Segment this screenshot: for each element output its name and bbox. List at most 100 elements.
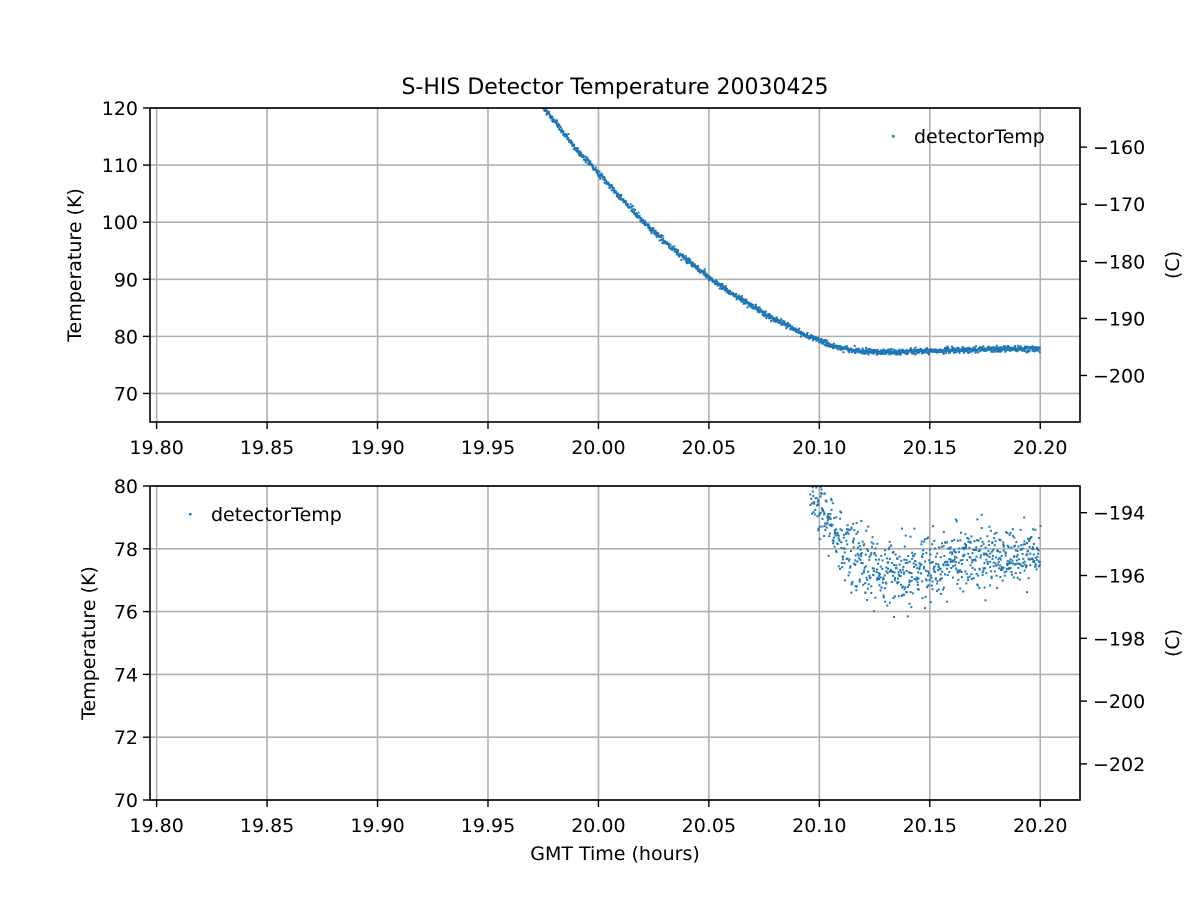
data-point [951,559,954,562]
data-point [966,536,969,539]
y-tick-label: 70 [114,790,138,812]
data-point [1010,570,1013,573]
data-point [858,348,861,351]
data-point [903,593,906,596]
data-point [938,568,941,571]
x-tick-label: 19.80 [129,437,183,459]
data-point [779,320,782,323]
data-point [799,335,802,338]
data-point [834,531,837,534]
data-point [1030,347,1033,350]
data-point [954,564,957,567]
data-point [989,347,992,350]
data-point [894,577,897,580]
data-point [825,523,828,526]
data-point [832,540,835,543]
data-point [910,349,913,352]
data-point [931,588,934,591]
data-point [816,500,819,503]
data-point [998,538,1001,541]
data-point [955,351,958,354]
data-point [650,231,653,234]
data-point [832,347,835,350]
data-point [1010,546,1013,549]
data-point [781,323,784,326]
data-point [874,547,877,550]
data-point [990,350,993,353]
data-point [814,508,817,511]
data-point [904,352,907,355]
data-point [1008,533,1011,536]
data-point [914,353,917,356]
data-point [943,561,946,564]
legend-marker [189,513,192,516]
data-point [739,296,742,299]
data-point [733,294,736,297]
data-point [604,179,607,182]
data-point [981,571,984,574]
data-point [981,573,984,576]
data-point [1022,561,1025,564]
data-point [871,545,874,548]
data-point [1004,350,1007,353]
data-point [878,352,881,355]
data-point [959,559,962,562]
data-point [830,508,833,511]
data-point [553,119,556,122]
data-point [926,351,929,354]
data-point [904,349,907,352]
data-point [880,353,883,356]
data-point [548,111,551,114]
data-point [745,298,748,301]
data-point [676,252,679,255]
data-point [569,139,572,142]
data-point [885,566,888,569]
data-point [909,571,912,574]
data-point [653,233,656,236]
bottom-plot: 19.80 19.85 19.90 19.95 20.00 20.05 20.10 20.15… [78,476,1184,865]
data-point [985,553,988,556]
data-point [715,279,718,282]
data-point [939,556,942,559]
data-point [770,314,773,317]
data-point [882,596,885,599]
data-point [900,583,903,586]
data-point [864,591,867,594]
data-point [918,565,921,568]
data-point [951,551,954,554]
data-point [962,546,965,549]
data-point [589,160,592,163]
series-points [809,485,1042,619]
data-point [908,602,911,605]
y-tick-label: 70 [114,383,138,405]
data-point [933,547,936,550]
data-point [926,537,929,540]
data-point [953,555,956,558]
data-point [950,345,953,348]
data-point [603,176,606,179]
data-point [913,350,916,353]
data-point [999,539,1002,542]
data-point [839,517,842,520]
data-point [895,564,898,567]
data-point [786,326,789,329]
data-point [1012,562,1015,565]
data-point [839,345,842,348]
data-point [658,239,661,242]
data-point [856,560,859,563]
data-point [993,537,996,540]
data-point [839,347,842,350]
data-point [970,573,973,576]
data-point [767,315,770,318]
data-point [1034,563,1037,566]
data-point [950,567,953,570]
data-point [939,577,942,580]
data-point [993,570,996,573]
data-point [644,220,647,223]
data-point [823,513,826,516]
data-point [705,272,708,275]
data-point [849,565,852,568]
data-point [869,576,872,579]
data-point [963,546,966,549]
data-point [923,351,926,354]
